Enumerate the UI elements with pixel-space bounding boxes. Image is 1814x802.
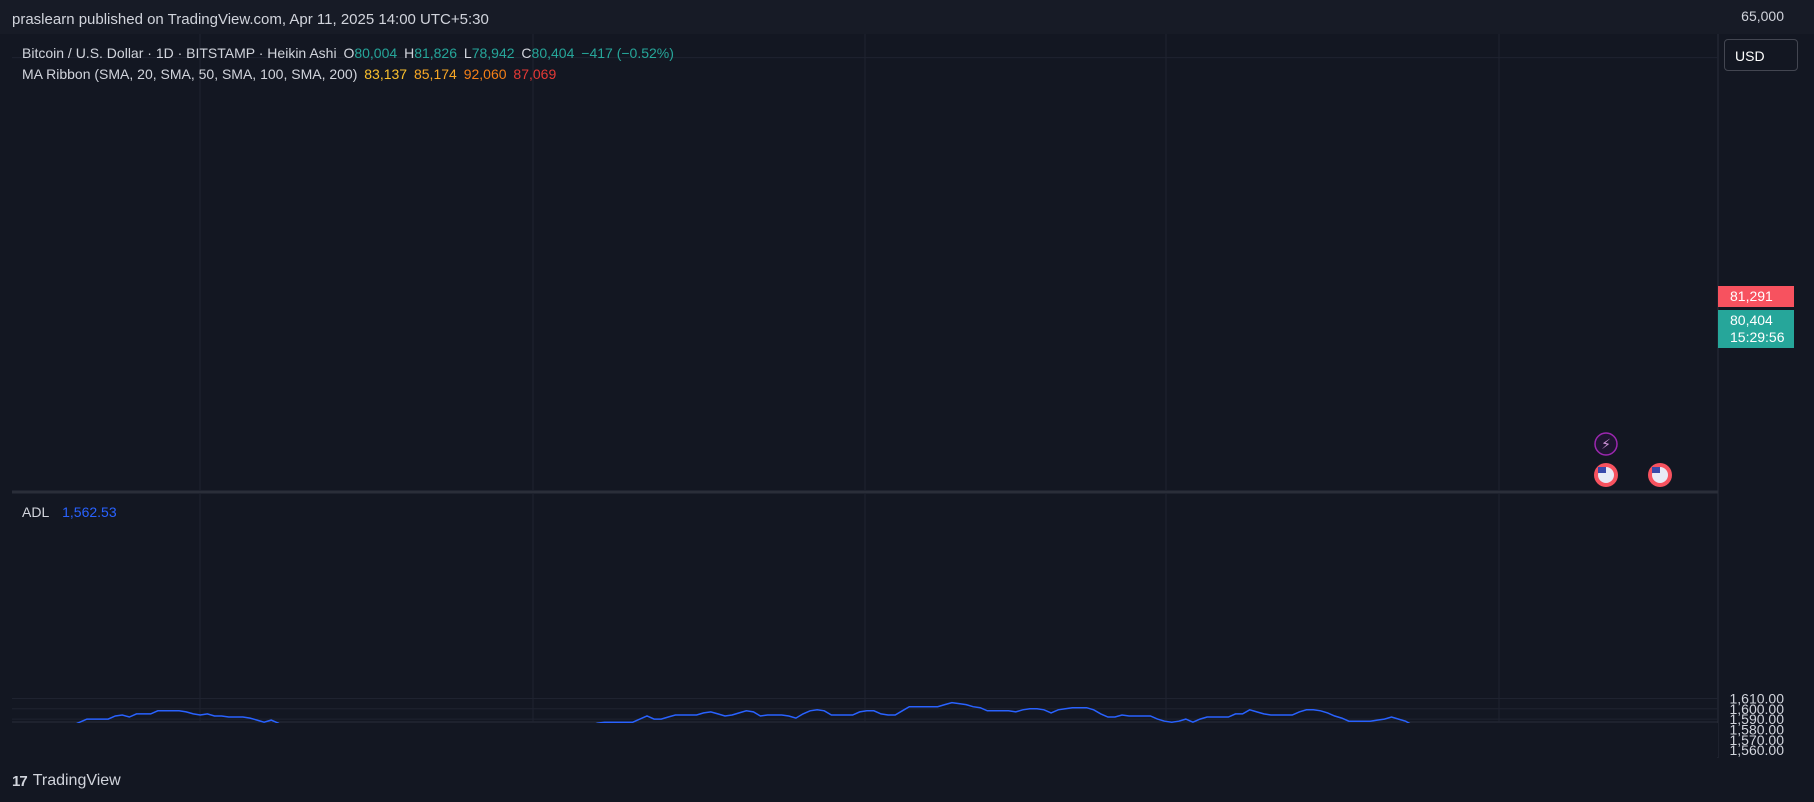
flag-canton	[1598, 467, 1606, 473]
adl-tick-label: 1,600.00	[1730, 701, 1785, 717]
high-label: H	[404, 45, 415, 61]
publish-info: praslearn published on TradingView.com, …	[12, 11, 489, 28]
adl-line	[15, 701, 1527, 754]
ma50-value: 85,174	[413, 66, 457, 82]
adl-tick-label: 1,560.00	[1730, 742, 1785, 758]
symbol-title: Bitcoin / U.S. Dollar · 1D · BITSTAMP · …	[22, 45, 337, 61]
change-value: −417 (−0.52%)	[581, 45, 674, 61]
tradingview-logo-icon: 17	[12, 772, 28, 790]
low-label: L	[463, 45, 472, 61]
event-bolt-icon	[1594, 432, 1618, 456]
time-axis	[12, 723, 1718, 757]
symbol-legend: Bitcoin / U.S. Dollar · 1D · BITSTAMP · …	[22, 45, 677, 61]
adl-label: ADL	[22, 504, 50, 520]
close-value: 80,404	[531, 45, 575, 61]
adl-value: 1,562.53	[62, 504, 117, 520]
adl-legend: ADL 1,562.53	[22, 504, 120, 520]
ma-legend: MA Ribbon (SMA, 20, SMA, 50, SMA, 100, S…	[22, 66, 559, 82]
last-price-tag: 80,404 15:29:56	[1718, 310, 1794, 348]
adl-tick-label: 1,580.00	[1730, 721, 1785, 737]
currency-button[interactable]: USD	[1724, 39, 1798, 71]
brand-name: TradingView	[32, 772, 121, 789]
tradingview-footer[interactable]: 17 TradingView	[12, 772, 121, 790]
open-value: 80,004	[354, 45, 398, 61]
ma100-value: 92,060	[463, 66, 507, 82]
ma-ribbon-label: MA Ribbon (SMA, 20, SMA, 50, SMA, 100, S…	[22, 66, 358, 82]
adl-tick-label: 1,590.00	[1730, 711, 1785, 727]
close-label: C	[521, 45, 532, 61]
ma200-value: 87,069	[513, 66, 557, 82]
bar-countdown: 15:29:56	[1730, 329, 1785, 345]
lightning-icon: ⚡	[1601, 437, 1611, 453]
low-value: 78,942	[471, 45, 515, 61]
adl-tick-label: 1,610.00	[1730, 690, 1785, 706]
flag-canton	[1652, 467, 1660, 473]
adl-tick-label: 1,570.00	[1730, 732, 1785, 748]
price-tick-label: 65,000	[1741, 8, 1784, 24]
last-price: 80,404	[1730, 312, 1773, 328]
high-value: 81,826	[414, 45, 458, 61]
publish-header: praslearn published on TradingView.com, …	[0, 0, 1814, 34]
ma20-value: 83,137	[364, 66, 408, 82]
ma200-price-tag: 81,291	[1718, 286, 1794, 307]
open-label: O	[343, 45, 355, 61]
